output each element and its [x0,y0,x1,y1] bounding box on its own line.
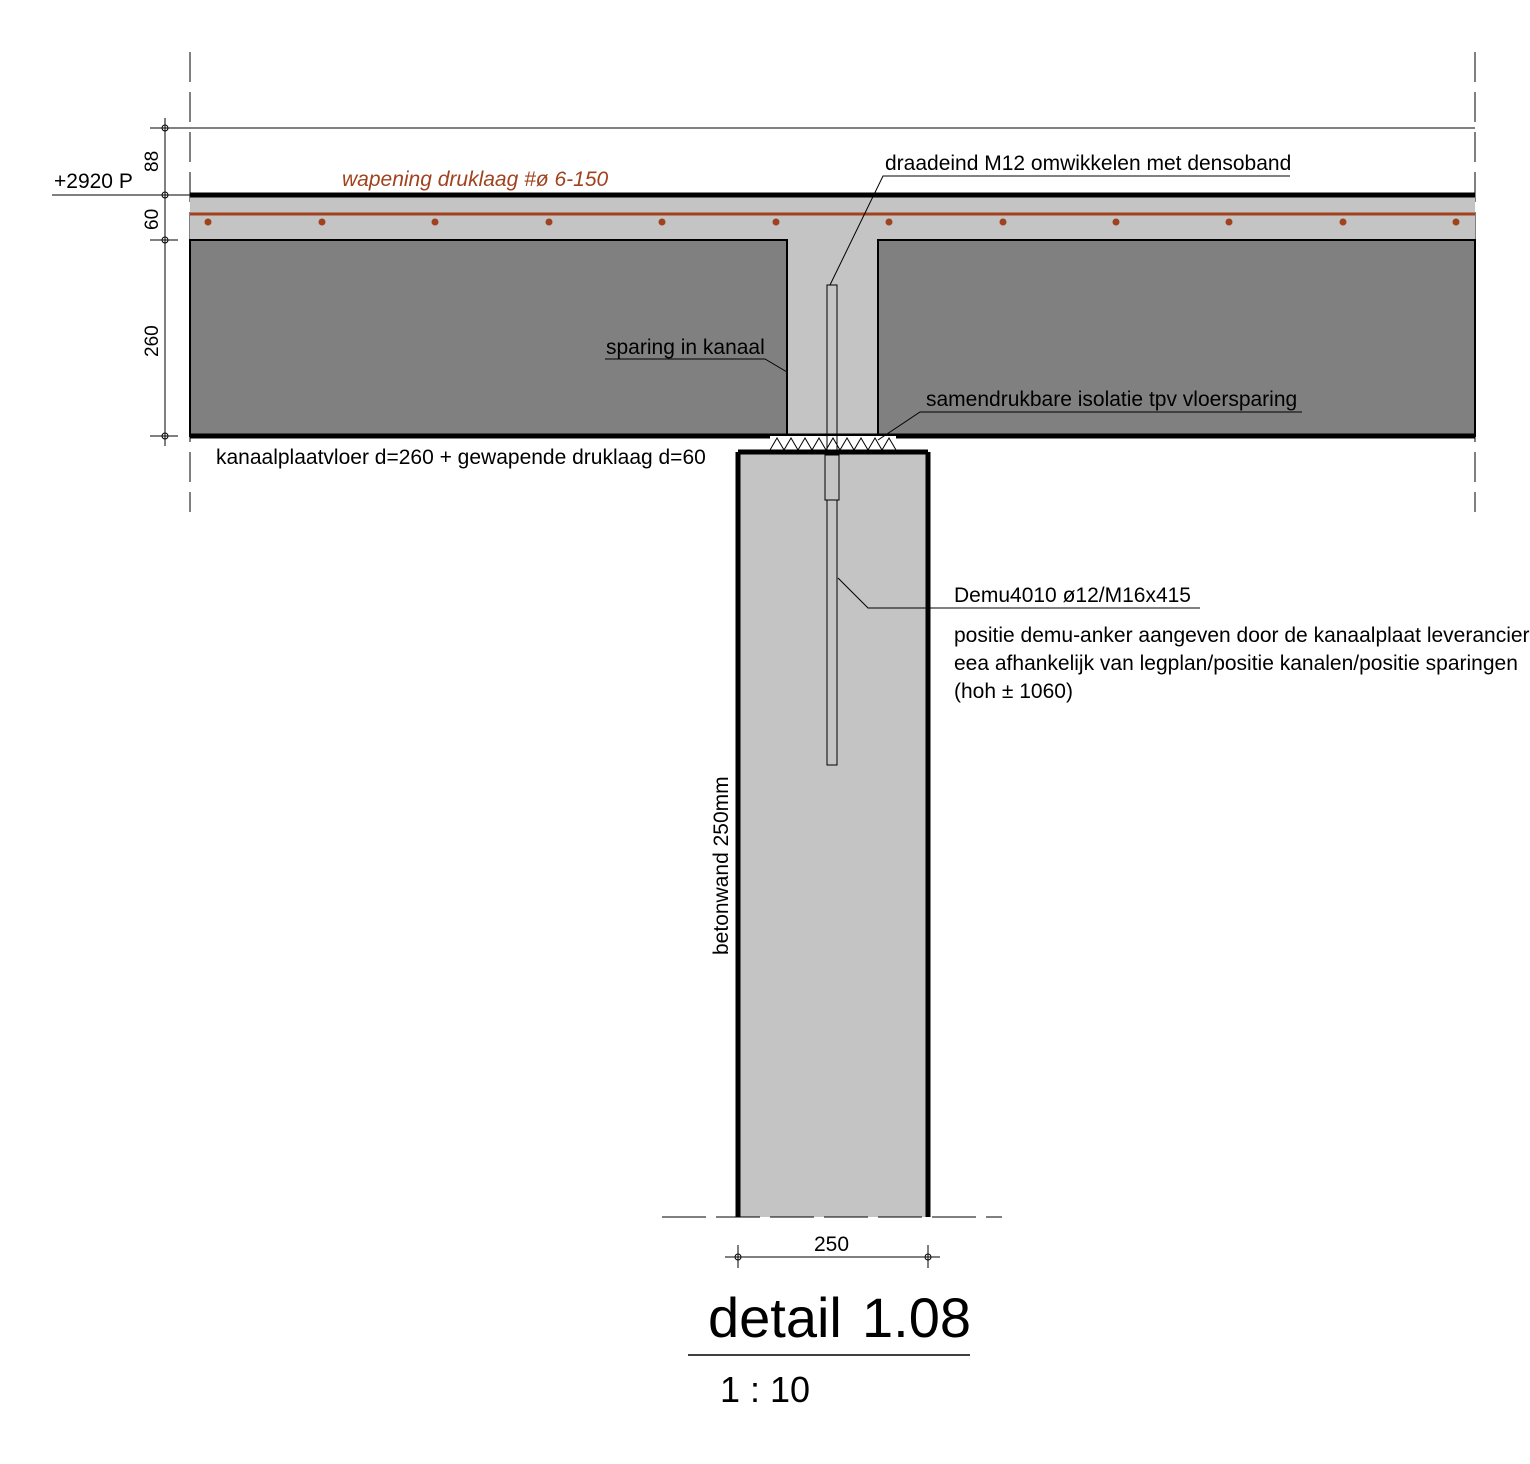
rebar-dots [204,218,1460,226]
dim-slab: 260 [142,325,163,357]
recess-label: sparing in kanaal [606,336,765,359]
note-line-2: eea afhankelijk van legplan/positie kana… [954,652,1518,675]
reinforcement-label: wapening druklaag #ø 6-150 [342,168,609,191]
level-label: +2920 P [54,170,133,193]
anchor-label: Demu4010 ø12/M16x415 [954,584,1191,607]
detail-number: 1.08 [862,1286,971,1349]
slab-joint-recess [788,240,877,436]
thread-end-label: draadeind M12 omwikkelen met densoband [885,152,1291,175]
detail-title: detail [708,1286,842,1349]
vertical-dimension-chain [52,118,190,446]
wall-label: betonwand 250mm [710,776,733,955]
concrete-wall [738,452,928,1217]
scale-label: 1 : 10 [720,1369,810,1410]
compressible-insulation [769,436,897,451]
dim-topping: 60 [142,209,163,230]
insulation-label: samendrukbare isolatie tpv vloersparing [926,388,1297,411]
note-line-3: (hoh ± 1060) [954,680,1073,703]
wall-width-label: 250 [814,1233,849,1256]
hollow-core-slab-left [189,239,788,437]
wall-width-dimension [725,1245,940,1268]
leader-lines [605,175,1302,609]
floor-label: kanaalplaatvloer d=260 + gewapende drukl… [216,446,706,469]
hollow-core-slab-right [877,239,1476,437]
dim-top-layer: 88 [142,151,163,172]
demu-anchor [824,284,840,766]
note-line-1: positie demu-anker aangeven door de kana… [954,624,1530,647]
topping-layer [190,195,1475,240]
